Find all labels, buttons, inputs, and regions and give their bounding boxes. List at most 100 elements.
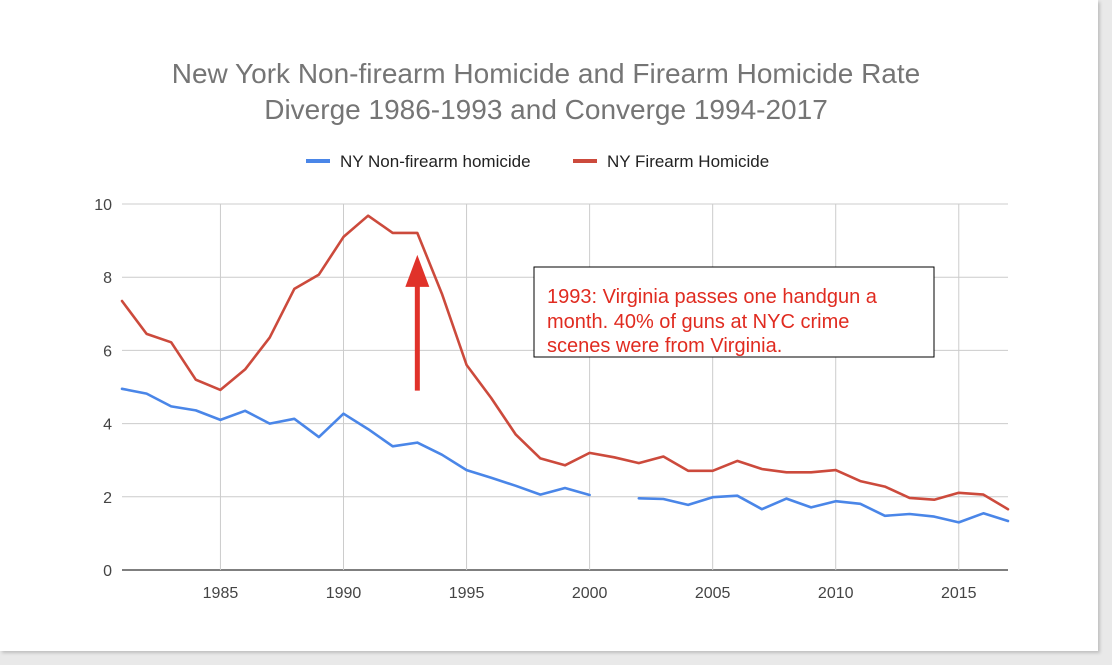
data-point[interactable] — [193, 377, 198, 382]
data-point[interactable] — [218, 387, 223, 392]
data-point[interactable] — [858, 501, 863, 506]
x-axis-ticks: 1985 1990 1995 2000 2005 2010 2015 — [203, 585, 977, 602]
data-point[interactable] — [439, 452, 444, 457]
data-point[interactable] — [169, 404, 174, 409]
data-point[interactable] — [759, 467, 764, 472]
y-tick-label: 8 — [103, 270, 112, 287]
data-point[interactable] — [366, 427, 371, 432]
data-point[interactable] — [464, 468, 469, 473]
data-point[interactable] — [686, 502, 691, 507]
data-point[interactable] — [636, 496, 641, 501]
chart-title-line-2: Diverge 1986-1993 and Converge 1994-2017 — [264, 94, 828, 125]
data-point[interactable] — [390, 444, 395, 449]
data-point[interactable] — [759, 507, 764, 512]
data-point[interactable] — [563, 463, 568, 468]
data-point[interactable] — [563, 486, 568, 491]
data-point[interactable] — [981, 492, 986, 497]
data-point[interactable] — [341, 411, 346, 416]
annotation: 1993: Virginia passes one handgun a mont… — [533, 266, 935, 358]
data-point[interactable] — [1006, 507, 1011, 512]
data-point[interactable] — [784, 470, 789, 475]
data-point[interactable] — [292, 286, 297, 291]
data-point[interactable] — [144, 391, 149, 396]
data-point[interactable] — [267, 421, 272, 426]
data-point[interactable] — [956, 490, 961, 495]
data-point[interactable] — [415, 230, 420, 235]
annotation-line-3: scenes were from Virginia. — [547, 335, 782, 357]
data-point[interactable] — [661, 454, 666, 459]
series-line — [120, 387, 1010, 524]
data-point[interactable] — [882, 484, 887, 489]
data-point[interactable] — [489, 475, 494, 480]
data-point[interactable] — [1006, 519, 1011, 524]
data-point[interactable] — [243, 408, 248, 413]
data-point[interactable] — [538, 492, 543, 497]
data-point[interactable] — [538, 456, 543, 461]
legend-item-firearm[interactable]: NY Firearm Homicide — [573, 152, 769, 171]
data-point[interactable] — [513, 483, 518, 488]
data-point[interactable] — [120, 299, 125, 304]
y-axis-ticks: 0 2 4 6 8 10 — [94, 197, 112, 580]
data-point[interactable] — [415, 440, 420, 445]
x-tick-label: 1990 — [326, 585, 362, 602]
data-point[interactable] — [710, 468, 715, 473]
x-tick-label: 2000 — [572, 585, 608, 602]
data-point[interactable] — [587, 450, 592, 455]
data-point[interactable] — [439, 291, 444, 296]
data-point[interactable] — [316, 272, 321, 277]
y-tick-label: 0 — [103, 563, 112, 580]
data-point[interactable] — [833, 499, 838, 504]
data-point[interactable] — [612, 455, 617, 460]
data-point[interactable] — [316, 435, 321, 440]
data-point[interactable] — [513, 432, 518, 437]
data-point[interactable] — [956, 520, 961, 525]
chart-title: New York Non-firearm Homicide and Firear… — [172, 58, 920, 125]
data-point[interactable] — [735, 493, 740, 498]
data-point[interactable] — [144, 331, 149, 336]
data-point[interactable] — [390, 230, 395, 235]
data-point[interactable] — [292, 416, 297, 421]
y-tick-label: 10 — [94, 197, 112, 214]
y-tick-label: 6 — [103, 343, 112, 360]
series-firearm — [120, 213, 1011, 512]
data-point[interactable] — [686, 468, 691, 473]
data-point[interactable] — [907, 512, 912, 517]
data-point[interactable] — [120, 386, 125, 391]
data-point[interactable] — [661, 497, 666, 502]
data-point[interactable] — [809, 505, 814, 510]
data-point[interactable] — [809, 470, 814, 475]
data-point[interactable] — [784, 496, 789, 501]
data-point[interactable] — [169, 340, 174, 345]
x-tick-label: 1995 — [449, 585, 485, 602]
data-point[interactable] — [193, 408, 198, 413]
series-line — [120, 214, 1010, 511]
data-point[interactable] — [341, 234, 346, 239]
data-point[interactable] — [464, 363, 469, 368]
data-point[interactable] — [243, 367, 248, 372]
data-point[interactable] — [735, 458, 740, 463]
data-point[interactable] — [587, 493, 592, 498]
legend-label-firearm: NY Firearm Homicide — [607, 152, 769, 171]
data-point[interactable] — [366, 213, 371, 218]
data-point[interactable] — [932, 514, 937, 519]
data-point[interactable] — [267, 335, 272, 340]
legend-item-non-firearm[interactable]: NY Non-firearm homicide — [306, 152, 531, 171]
legend: NY Non-firearm homicide NY Firearm Homic… — [306, 152, 769, 171]
data-point[interactable] — [907, 495, 912, 500]
data-point[interactable] — [833, 468, 838, 473]
data-point[interactable] — [636, 461, 641, 466]
data-point[interactable] — [218, 417, 223, 422]
data-series — [120, 213, 1011, 525]
data-point[interactable] — [710, 495, 715, 500]
y-tick-label: 4 — [103, 417, 112, 434]
data-point[interactable] — [981, 511, 986, 516]
x-tick-label: 2010 — [818, 585, 854, 602]
data-point[interactable] — [932, 497, 937, 502]
data-point[interactable] — [858, 479, 863, 484]
data-point[interactable] — [882, 513, 887, 518]
gridlines — [122, 203, 1008, 571]
x-tick-label: 1985 — [203, 585, 239, 602]
annotation-line-1: 1993: Virginia passes one handgun a — [547, 286, 878, 308]
data-point[interactable] — [489, 396, 494, 401]
